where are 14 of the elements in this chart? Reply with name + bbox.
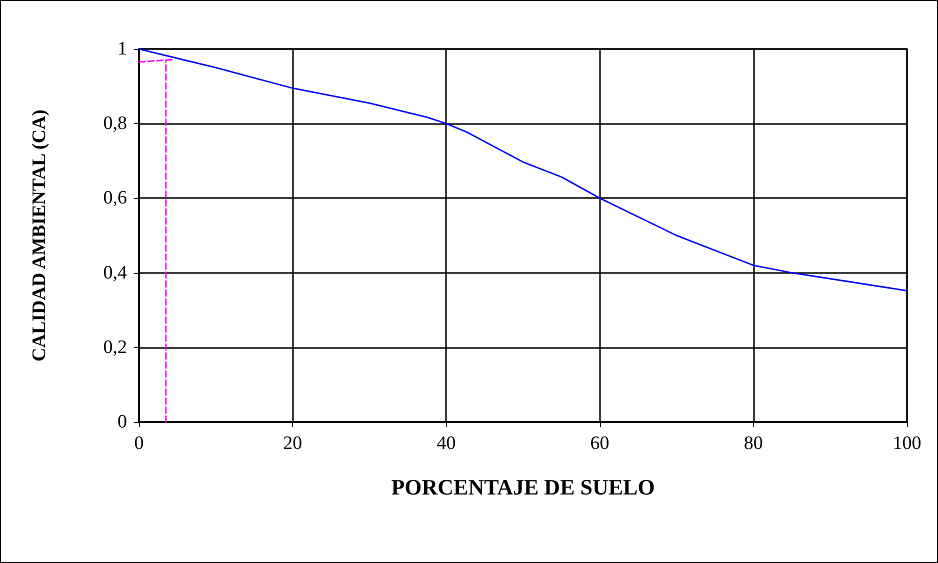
y-axis-title: CALIDAD AMBIENTAL (CA) (29, 110, 50, 362)
x-tick-label: 80 (744, 433, 763, 454)
y-tick-label: 0,2 (103, 336, 127, 358)
y-tick-label: 0 (118, 412, 127, 432)
x-tick-label: 100 (892, 433, 922, 454)
y-tick-label: 0,4 (103, 262, 128, 284)
x-axis-title: PORCENTAJE DE SUELO (391, 474, 655, 500)
x-tick-label: 60 (590, 433, 610, 454)
y-tick-label: 0,6 (103, 188, 127, 209)
x-tick-label: 20 (283, 433, 302, 454)
y-tick-label: 1 (118, 38, 127, 60)
x-tick-label: 0 (134, 433, 144, 454)
y-tick-label: 0,8 (103, 113, 127, 134)
x-tick-label: 40 (436, 433, 456, 454)
